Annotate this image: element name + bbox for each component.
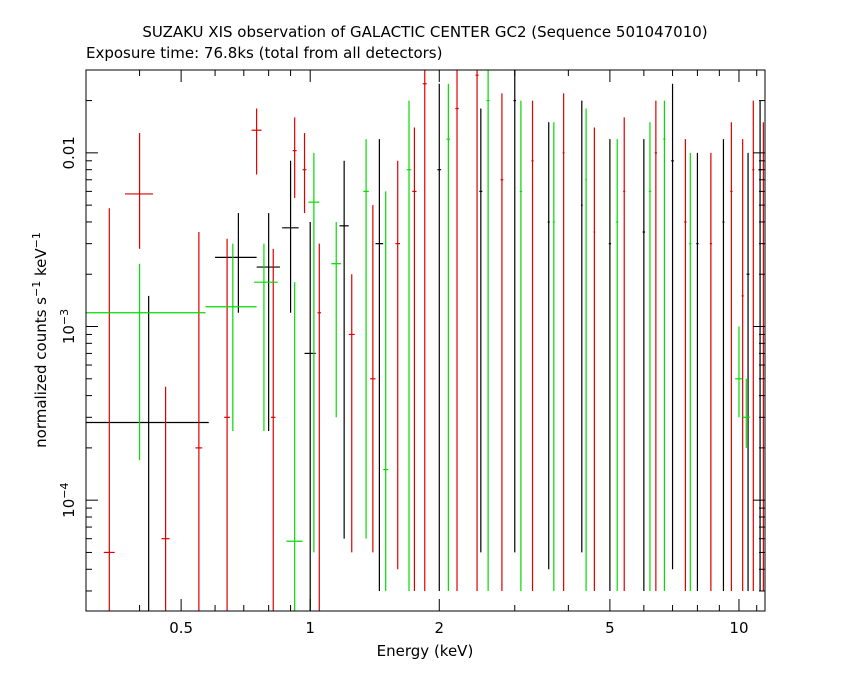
data-point: [623, 117, 626, 591]
data-point: [406, 100, 412, 591]
series-2: [86, 70, 750, 611]
data-point: [161, 386, 170, 611]
data-point: [103, 208, 115, 611]
data-point: [752, 100, 755, 591]
data-point: [446, 83, 451, 591]
data-point: [671, 83, 674, 570]
data-point: [762, 122, 765, 591]
y-tick-base: 10: [60, 325, 78, 344]
x-tick-label: 0.5: [169, 619, 193, 637]
data-point: [205, 243, 257, 432]
data-point: [308, 152, 320, 553]
data-point: [455, 70, 459, 591]
data-point: [531, 100, 534, 591]
data-point: [292, 117, 297, 198]
data-point: [224, 238, 230, 611]
y-axis-label-main: normalized counts s: [32, 297, 50, 448]
data-point: [251, 108, 262, 175]
data-point: [86, 263, 206, 461]
x-tick-label: 1: [305, 619, 315, 637]
data-point: [383, 191, 389, 591]
y-tick-base: 10: [60, 499, 78, 518]
data-point: [475, 70, 479, 591]
data-point: [684, 139, 687, 591]
data-point: [608, 139, 612, 591]
y-tick-label: 10−4: [58, 483, 78, 518]
data-point: [195, 232, 203, 611]
data-point: [580, 100, 583, 553]
data-point: [270, 248, 276, 611]
plot-frame: [85, 69, 766, 612]
data-point: [86, 295, 209, 611]
data-point: [282, 160, 299, 313]
data-point: [412, 127, 417, 591]
data-point: [513, 70, 517, 553]
y-axis-label-exp1: −1: [30, 281, 43, 297]
data-point: [215, 213, 257, 313]
data-point: [395, 160, 401, 570]
data-point: [437, 83, 442, 591]
x-tick-label: 5: [605, 619, 615, 637]
data-point: [479, 108, 483, 553]
data-point: [735, 326, 743, 418]
data-point: [317, 243, 322, 611]
data-point: [562, 93, 565, 591]
data-point: [302, 133, 307, 214]
data-point: [486, 70, 490, 591]
data-point: [722, 139, 725, 591]
data-point: [746, 152, 750, 591]
y-tick-label: 10−3: [58, 309, 78, 344]
data-point: [348, 274, 355, 553]
data-point: [552, 122, 555, 591]
chart-title: SUZAKU XIS observation of GALACTIC CENTE…: [142, 23, 707, 41]
data-point: [254, 243, 278, 432]
data-point: [709, 152, 712, 591]
data-point: [593, 127, 596, 591]
data-point: [696, 152, 699, 591]
x-axis-label: Energy (keV): [377, 642, 474, 660]
data-point: [654, 100, 658, 591]
data-point: [422, 70, 427, 591]
chart-subtitle: Exposure time: 76.8ks (total from all de…: [86, 44, 442, 62]
data-point: [256, 213, 280, 432]
data-point: [339, 160, 349, 539]
y-axis-label-mid: keV: [32, 248, 50, 281]
x-tick-label: 2: [434, 619, 444, 637]
data-point: [363, 139, 369, 539]
data-point: [286, 282, 303, 611]
series-0: [86, 70, 762, 611]
data-point: [547, 122, 550, 570]
y-tick-exponent: −4: [58, 483, 71, 499]
data-point: [125, 133, 154, 249]
y-tick-label: 0.01: [60, 136, 78, 169]
y-tick-exponent: −3: [58, 309, 71, 325]
data-point: [663, 100, 666, 591]
data-point: [730, 122, 733, 591]
data-point: [585, 108, 587, 591]
series-1: [103, 70, 765, 611]
series-layer: [86, 70, 765, 611]
data-point: [741, 139, 744, 591]
data-point: [689, 152, 692, 591]
x-tick-label: 10: [729, 619, 748, 637]
y-axis-label: normalized counts s−1 keV−1: [30, 232, 50, 448]
data-point: [616, 139, 619, 591]
data-point: [500, 93, 504, 591]
data-point: [642, 139, 646, 591]
data-point: [519, 100, 523, 591]
y-axis-label-exp2: −1: [30, 232, 43, 248]
data-point: [375, 139, 384, 591]
data-point: [331, 221, 342, 418]
data-point: [370, 205, 376, 553]
data-point: [648, 122, 652, 591]
data-point: [742, 378, 750, 448]
